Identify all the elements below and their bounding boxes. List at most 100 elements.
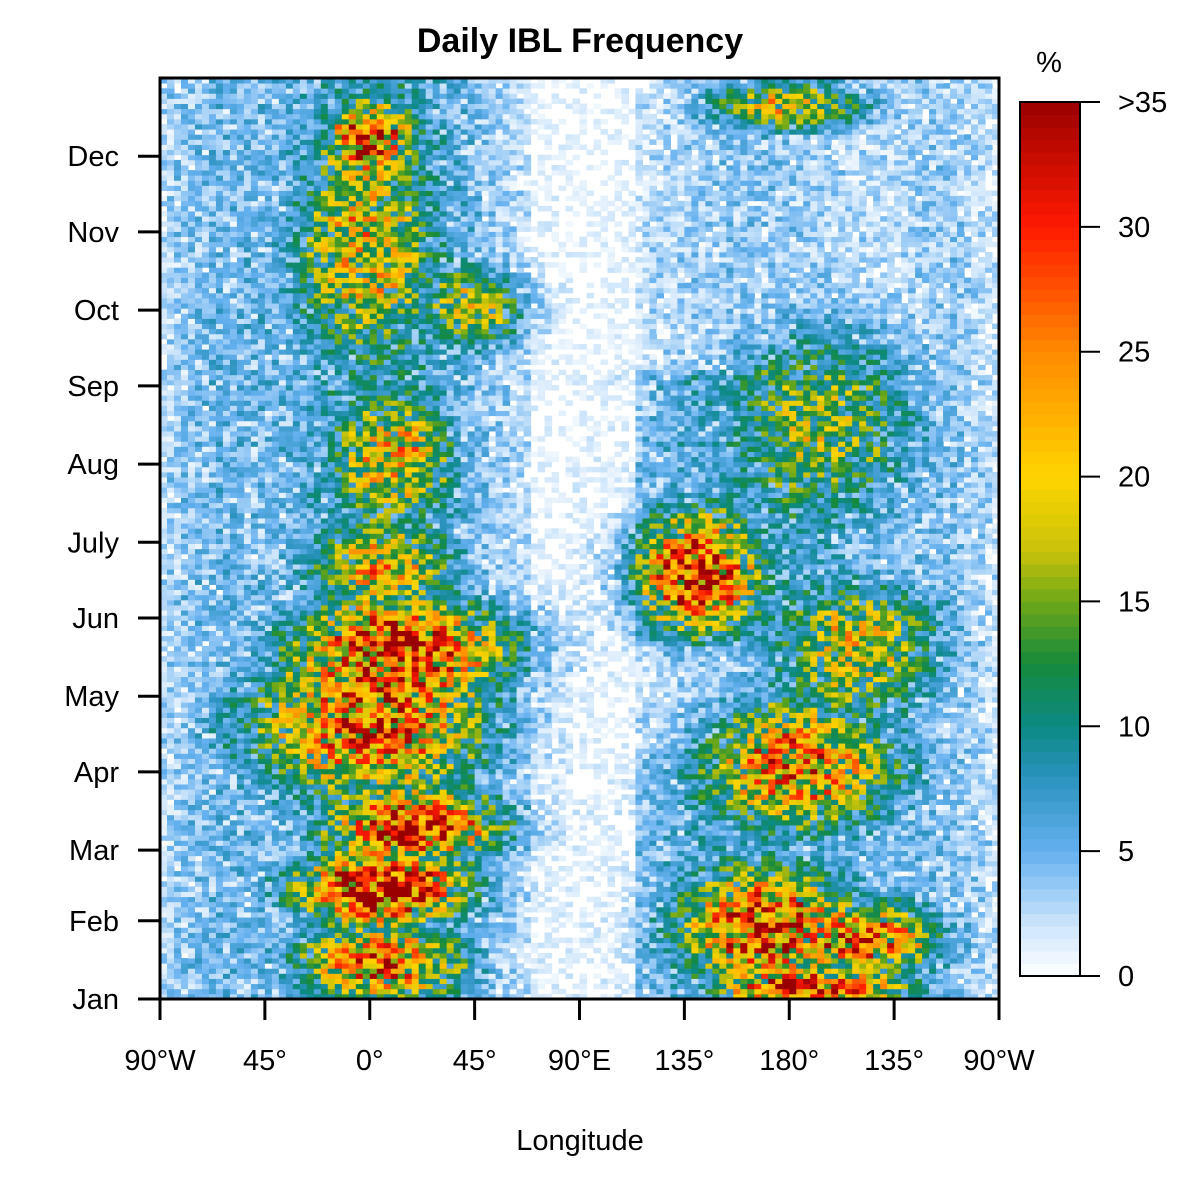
heatmap-cell — [719, 988, 727, 995]
heatmap-cell — [390, 947, 399, 954]
heatmap-cell — [803, 952, 811, 959]
heatmap-cell — [684, 906, 692, 913]
heatmap-cell — [285, 825, 294, 831]
heatmap-cell — [642, 835, 651, 841]
heatmap-cell — [817, 876, 825, 882]
heatmap-cell — [278, 825, 287, 831]
heatmap-cell — [250, 927, 259, 933]
heatmap-cell — [859, 932, 867, 938]
heatmap-cell — [236, 850, 245, 857]
heatmap-cell — [243, 804, 252, 811]
heatmap-cell — [943, 876, 951, 882]
heatmap-cell — [495, 983, 504, 990]
heatmap-cell — [579, 835, 588, 841]
heatmap-cell — [740, 881, 748, 887]
heatmap-cell — [677, 947, 685, 954]
heatmap-cell — [852, 819, 860, 826]
heatmap-cell — [971, 978, 979, 985]
heatmap-cell — [880, 881, 888, 887]
heatmap-cell — [971, 958, 979, 964]
heatmap-cell — [929, 912, 937, 918]
heatmap-cell — [635, 768, 644, 775]
heatmap-cell — [278, 973, 287, 979]
heatmap-cell — [761, 988, 769, 995]
heatmap-cell — [166, 947, 175, 954]
heatmap-cell — [922, 840, 930, 846]
heatmap-cell — [474, 778, 483, 785]
heatmap-cell — [768, 988, 776, 995]
heatmap-cell — [670, 799, 678, 805]
heatmap-cell — [873, 993, 881, 1000]
heatmap-cell — [460, 917, 469, 923]
heatmap-cell — [635, 809, 644, 816]
heatmap-cell — [768, 917, 776, 923]
heatmap-cell — [215, 947, 224, 954]
heatmap-cell — [432, 778, 441, 785]
heatmap-cell — [264, 819, 273, 826]
heatmap-cell — [236, 845, 245, 852]
heatmap-cell — [376, 993, 385, 1000]
heatmap-cell — [747, 809, 755, 816]
heatmap-cell — [369, 947, 378, 954]
heatmap-cell — [726, 968, 734, 974]
heatmap-cell — [173, 768, 182, 775]
heatmap-cell — [992, 814, 1000, 821]
heatmap-cell — [831, 978, 839, 985]
heatmap-cell — [376, 789, 385, 795]
heatmap-cell — [803, 912, 811, 918]
heatmap-cell — [306, 947, 315, 954]
heatmap-cell — [579, 978, 588, 985]
heatmap-cell — [873, 942, 881, 949]
heatmap-cell — [411, 886, 420, 892]
heatmap-cell — [285, 876, 294, 882]
heatmap-cell — [194, 799, 203, 805]
heatmap-cell — [565, 768, 574, 775]
heatmap-cell — [635, 952, 644, 959]
heatmap-cell — [565, 973, 574, 979]
heatmap-cell — [705, 912, 713, 918]
heatmap-cell — [789, 896, 797, 903]
heatmap-cell — [712, 825, 720, 831]
heatmap-cell — [628, 784, 637, 790]
heatmap-cell — [411, 947, 420, 954]
heatmap-cell — [551, 876, 560, 882]
heatmap-cell — [523, 917, 532, 923]
heatmap-cell — [880, 973, 888, 979]
heatmap-cell — [950, 835, 958, 841]
heatmap-cell — [264, 799, 273, 805]
heatmap-cell — [320, 876, 329, 882]
heatmap-cell — [160, 825, 168, 831]
heatmap-cell — [957, 773, 965, 780]
heatmap-cell — [369, 891, 378, 898]
heatmap-cell — [649, 876, 658, 882]
heatmap-cell — [740, 835, 748, 841]
heatmap-cell — [243, 855, 252, 862]
heatmap-cell — [894, 886, 902, 892]
heatmap-cell — [831, 917, 839, 923]
heatmap-cell — [817, 789, 825, 795]
heatmap-cell — [873, 973, 881, 979]
heatmap-cell — [502, 814, 511, 821]
heatmap-cell — [439, 932, 448, 938]
heatmap-cell — [306, 789, 315, 795]
heatmap-cell — [782, 978, 790, 985]
heatmap-cell — [425, 830, 434, 836]
heatmap-cell — [796, 773, 804, 780]
heatmap-cell — [446, 901, 455, 908]
heatmap-cell — [327, 814, 336, 821]
heatmap-cell — [495, 799, 504, 805]
heatmap-cell — [957, 850, 965, 857]
heatmap-cell — [481, 958, 490, 964]
heatmap-cell — [838, 917, 846, 923]
heatmap-cell — [516, 881, 525, 887]
heatmap-cell — [264, 958, 273, 964]
heatmap-cell — [908, 860, 916, 867]
heatmap-cell — [236, 978, 245, 985]
heatmap-cell — [243, 912, 252, 918]
heatmap-cell — [782, 835, 790, 841]
heatmap-cell — [593, 840, 602, 846]
heatmap-cell — [502, 835, 511, 841]
heatmap-cell — [509, 963, 518, 969]
heatmap-cell — [236, 825, 245, 831]
heatmap-cell — [488, 819, 497, 826]
